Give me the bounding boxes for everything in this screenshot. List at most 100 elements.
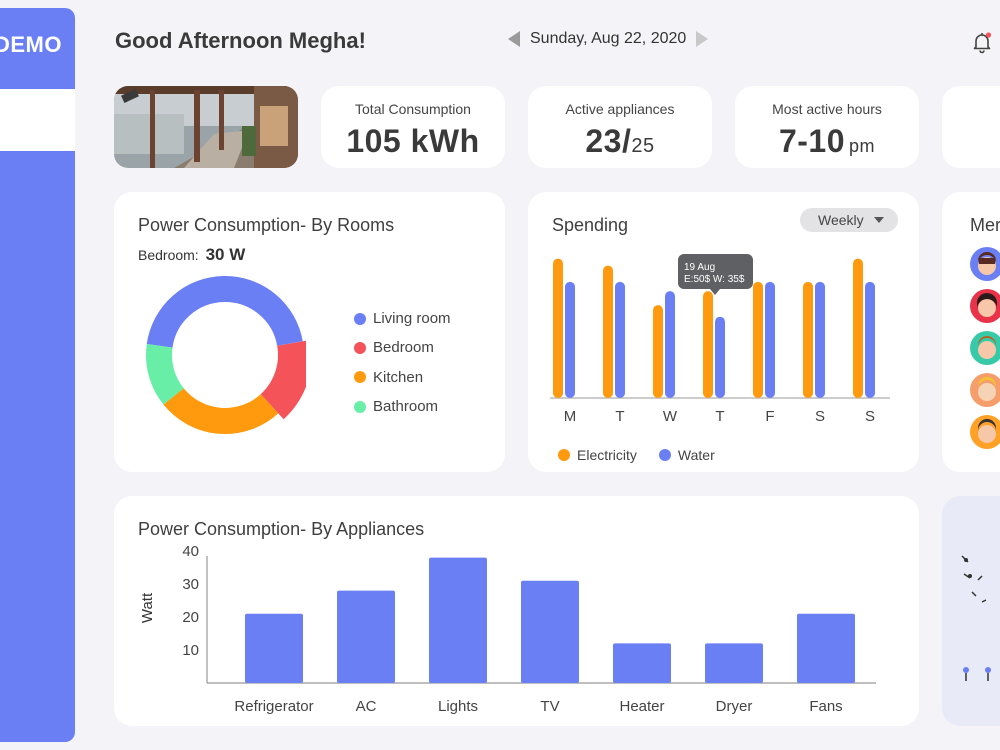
stat-value: 7-10 pm — [735, 123, 919, 160]
x-tick-label: Refrigerator — [234, 698, 313, 715]
stat-value: 23/25 — [528, 123, 712, 160]
bar-dryer[interactable] — [705, 643, 763, 683]
avatar[interactable] — [970, 373, 1000, 407]
avatar[interactable] — [970, 415, 1000, 449]
extra-stat-card — [942, 86, 1000, 168]
bar-ac[interactable] — [337, 590, 395, 683]
greeting-title: Good Afternoon Megha! — [115, 28, 366, 53]
bar-water-2[interactable] — [615, 281, 625, 398]
period-dropdown[interactable]: Weekly — [800, 208, 898, 232]
legend-label: Living room — [373, 310, 451, 328]
bar-lights[interactable] — [429, 557, 487, 683]
avatar[interactable] — [970, 289, 1000, 323]
legend-item-water[interactable]: Water — [658, 447, 715, 463]
spending-card: Spending Weekly M T W T F S S 19 Aug E:50$ W: … — [528, 192, 919, 472]
home-photo — [114, 86, 298, 168]
next-date-icon[interactable] — [696, 31, 709, 47]
card-title: Spending — [552, 215, 629, 235]
legend-item-living-room[interactable]: Living room — [354, 304, 451, 333]
stat-number: 105 kWh — [346, 123, 480, 159]
bar-electricity-3[interactable] — [653, 305, 663, 398]
stat-label: Total Consumption — [355, 101, 471, 117]
legend-label: Kitchen — [373, 368, 424, 386]
legend-dot — [354, 312, 366, 325]
current-date: Sunday, Aug 22, 2020 — [530, 30, 687, 47]
legend-item-kitchen[interactable]: Kitchen — [354, 363, 451, 392]
x-tick-label: M — [564, 408, 577, 425]
donut-slice-bedroom[interactable] — [260, 340, 306, 420]
brand-logo: DEMO — [0, 32, 62, 57]
donut-slice-bathroom[interactable] — [146, 344, 185, 405]
x-tick-label: S — [815, 408, 825, 425]
legend-dot — [354, 341, 366, 354]
x-tick-label: TV — [540, 698, 559, 715]
members-card: Mer — [942, 192, 1000, 472]
appliances-bar-chart: Watt 10 20 30 40 Refrigerator AC Lights TV Heat… — [139, 543, 876, 715]
bar-water-4[interactable] — [715, 316, 725, 398]
bar-water-3[interactable] — [665, 291, 675, 398]
selected-room-label: Bedroom: — [138, 247, 199, 263]
donut-slice-kitchen[interactable] — [163, 387, 279, 434]
legend-label: Electricity — [577, 447, 637, 463]
donut-slice-living-room[interactable] — [146, 276, 303, 349]
most-active-hours-card: Most active hours 7-10 pm — [735, 86, 919, 168]
bar-electricity-6[interactable] — [803, 281, 813, 398]
x-tick-label: T — [615, 408, 624, 425]
card-title: Power Consumption- By Appliances — [138, 519, 425, 539]
bar-tv[interactable] — [521, 580, 579, 683]
card-title: Power Consumption- By Rooms — [138, 215, 395, 235]
rooms-donut-chart — [146, 276, 306, 434]
spending-bar-chart: M T W T F S S 19 Aug E:50$ W: 35$ — [550, 254, 890, 425]
legend-label: Bathroom — [373, 398, 439, 416]
date-navigator: Sunday, Aug 22, 2020 — [508, 30, 709, 48]
legend-item-electricity[interactable]: Electricity — [558, 447, 637, 463]
legend-label: Water — [677, 447, 715, 463]
bar-electricity-1[interactable] — [553, 258, 563, 398]
bar-refrigerator[interactable] — [245, 613, 303, 683]
bar-electricity-7[interactable] — [853, 258, 863, 398]
x-tick-label: Lights — [438, 698, 478, 715]
x-tick-label: Heater — [619, 698, 664, 715]
bar-electricity-5[interactable] — [753, 281, 763, 398]
spending-tooltip: 19 Aug E:50$ W: 35$ — [678, 254, 753, 295]
legend-dot — [558, 449, 570, 461]
legend-dot — [658, 449, 671, 461]
sidebar-item-active[interactable] — [0, 89, 75, 151]
bar-fans[interactable] — [797, 613, 855, 683]
previous-date-icon[interactable] — [508, 31, 520, 47]
avatar[interactable] — [970, 331, 1000, 365]
bar-water-1[interactable] — [565, 281, 575, 398]
legend-item-bedroom[interactable]: Bedroom — [354, 333, 451, 362]
bar-heater[interactable] — [613, 643, 671, 683]
card-title: Mer — [970, 215, 1000, 235]
notification-bell-icon[interactable] — [970, 30, 994, 54]
y-tick-label: 10 — [182, 642, 199, 659]
tooltip-values: E:50$ W: 35$ — [684, 274, 745, 285]
bar-water-6[interactable] — [815, 281, 825, 398]
stat-unit: pm — [849, 136, 876, 156]
bar-water-7[interactable] — [865, 281, 875, 398]
illustration-image — [961, 555, 991, 681]
total-consumption-card: Total Consumption 105 kWh — [321, 86, 505, 168]
bar-water-5[interactable] — [765, 281, 775, 398]
legend-dot — [354, 400, 366, 413]
tooltip-date: 19 Aug — [684, 262, 715, 273]
bar-electricity-4[interactable] — [703, 291, 713, 398]
y-tick-label: 20 — [182, 609, 199, 626]
rooms-consumption-card: Power Consumption- By Rooms Bedroom: 30 … — [114, 192, 505, 472]
legend-label: Bedroom — [373, 339, 434, 357]
bar-electricity-2[interactable] — [603, 265, 613, 398]
y-axis-label: Watt — [139, 592, 156, 623]
legend-item-bathroom[interactable]: Bathroom — [354, 392, 451, 421]
stat-value: 105 kWh — [321, 123, 505, 160]
illustration-card — [942, 496, 1000, 726]
stat-label: Most active hours — [772, 101, 882, 117]
rooms-legend: Living room Bedroom Kitchen Bathroom — [354, 304, 451, 421]
x-tick-label: S — [865, 408, 875, 425]
avatar[interactable] — [970, 247, 1000, 281]
x-tick-label: AC — [356, 698, 377, 715]
y-tick-label: 30 — [182, 576, 199, 593]
chevron-down-icon — [873, 217, 884, 223]
spending-legend: Electricity Water — [558, 447, 715, 463]
selected-room-value: 30 W — [205, 245, 246, 264]
